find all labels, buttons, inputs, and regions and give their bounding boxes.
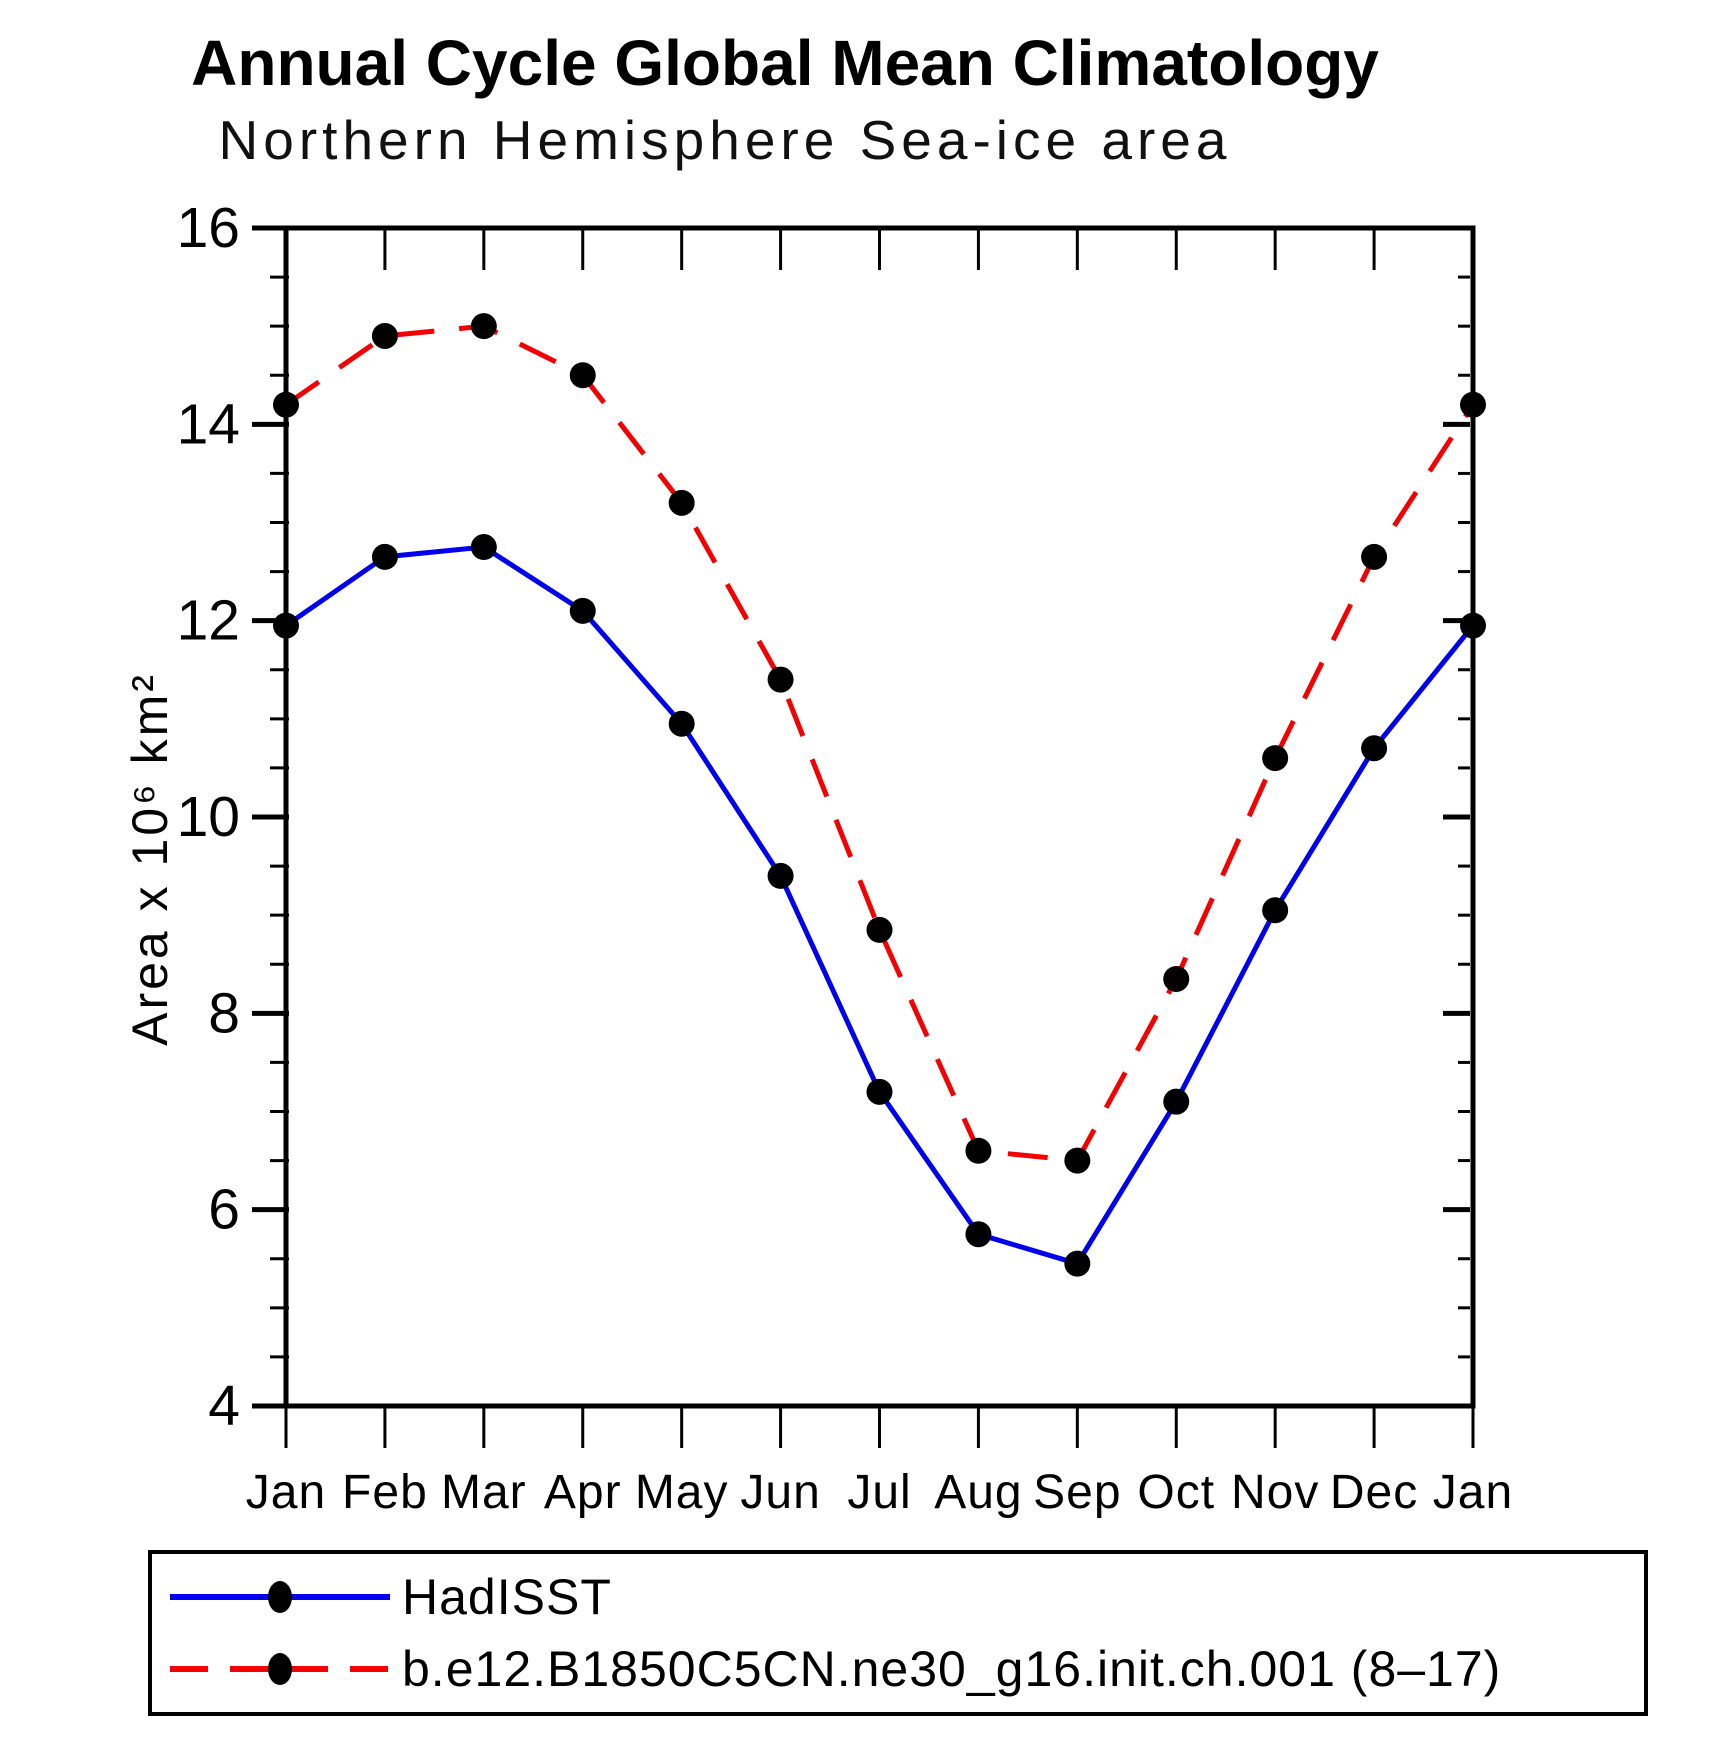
series-line-model — [284, 323, 1476, 1164]
data-point-marker — [1262, 897, 1289, 924]
legend-row-model: b.e12.B1850C5CN.ne30_g16.init.ch.001 (8–… — [152, 1638, 1644, 1700]
legend-row-hadisst: HadISST — [152, 1566, 1644, 1628]
x-tick-label: Feb — [342, 1466, 428, 1519]
data-point-marker — [866, 916, 893, 943]
data-point-marker — [1460, 391, 1486, 418]
data-point-marker — [371, 322, 398, 349]
x-tick-label: May — [635, 1466, 729, 1519]
data-point-marker — [1163, 1088, 1190, 1115]
plot-frame — [283, 225, 1476, 1409]
data-point-marker — [1361, 543, 1388, 570]
data-point-marker — [569, 597, 596, 624]
x-tick-label: Oct — [1137, 1466, 1215, 1519]
y-tick-label: 12 — [177, 589, 240, 653]
x-tick-label: Mar — [441, 1466, 527, 1519]
data-point-marker — [866, 1078, 893, 1105]
data-point-marker — [767, 666, 794, 693]
x-tick-label: Nov — [1231, 1466, 1319, 1519]
chart-subtitle: Northern Hemisphere Sea-ice area — [218, 109, 1232, 171]
series-line-hadisst — [284, 544, 1475, 1267]
data-point-marker — [668, 489, 695, 516]
data-point-marker — [273, 612, 299, 639]
data-point-marker — [965, 1221, 992, 1248]
data-point-marker — [1361, 735, 1388, 762]
y-tick-label: 10 — [177, 785, 240, 849]
data-point-marker — [470, 313, 497, 340]
y-tick-label: 16 — [177, 196, 240, 260]
data-point-marker — [668, 710, 695, 737]
x-tick-label: Sep — [1033, 1466, 1121, 1519]
y-tick-label: 6 — [208, 1178, 240, 1242]
data-point-marker — [1064, 1147, 1091, 1174]
data-point-marker — [569, 362, 596, 389]
data-point-marker — [470, 534, 497, 561]
x-tick-label: Jan — [1433, 1466, 1513, 1519]
data-point-marker — [1262, 745, 1289, 772]
x-tick-label: Apr — [544, 1466, 622, 1519]
data-point-marker — [1064, 1250, 1091, 1277]
chart-title: Annual Cycle Global Mean Climatology — [191, 27, 1379, 99]
data-point-marker — [1460, 612, 1486, 639]
y-tick-label: 8 — [208, 981, 240, 1045]
x-tick-label: Dec — [1330, 1466, 1418, 1519]
legend-swatch-hadisst — [170, 1581, 390, 1613]
legend-swatch-model — [170, 1653, 390, 1685]
legend-marker-dot-icon — [268, 1581, 292, 1613]
legend-label-model: b.e12.B1850C5CN.ne30_g16.init.ch.001 (8–… — [402, 1641, 1502, 1697]
x-tick-label: Aug — [934, 1466, 1022, 1519]
x-tick-label: Jun — [740, 1466, 820, 1519]
x-tick-label: Jul — [847, 1466, 911, 1519]
data-point-marker — [767, 862, 794, 889]
data-point-marker — [371, 543, 398, 570]
data-point-marker — [1163, 965, 1190, 992]
legend: HadISST b.e12.B1850C5CN.ne30_g16.init.ch… — [148, 1550, 1648, 1716]
y-tick-label: 4 — [208, 1374, 240, 1438]
legend-marker-dot-icon — [268, 1653, 292, 1685]
data-point-marker — [273, 391, 299, 418]
legend-label-hadisst: HadISST — [402, 1569, 612, 1625]
data-point-marker — [965, 1137, 992, 1164]
y-tick-label: 14 — [177, 392, 240, 456]
x-tick-label: Jan — [246, 1466, 326, 1519]
